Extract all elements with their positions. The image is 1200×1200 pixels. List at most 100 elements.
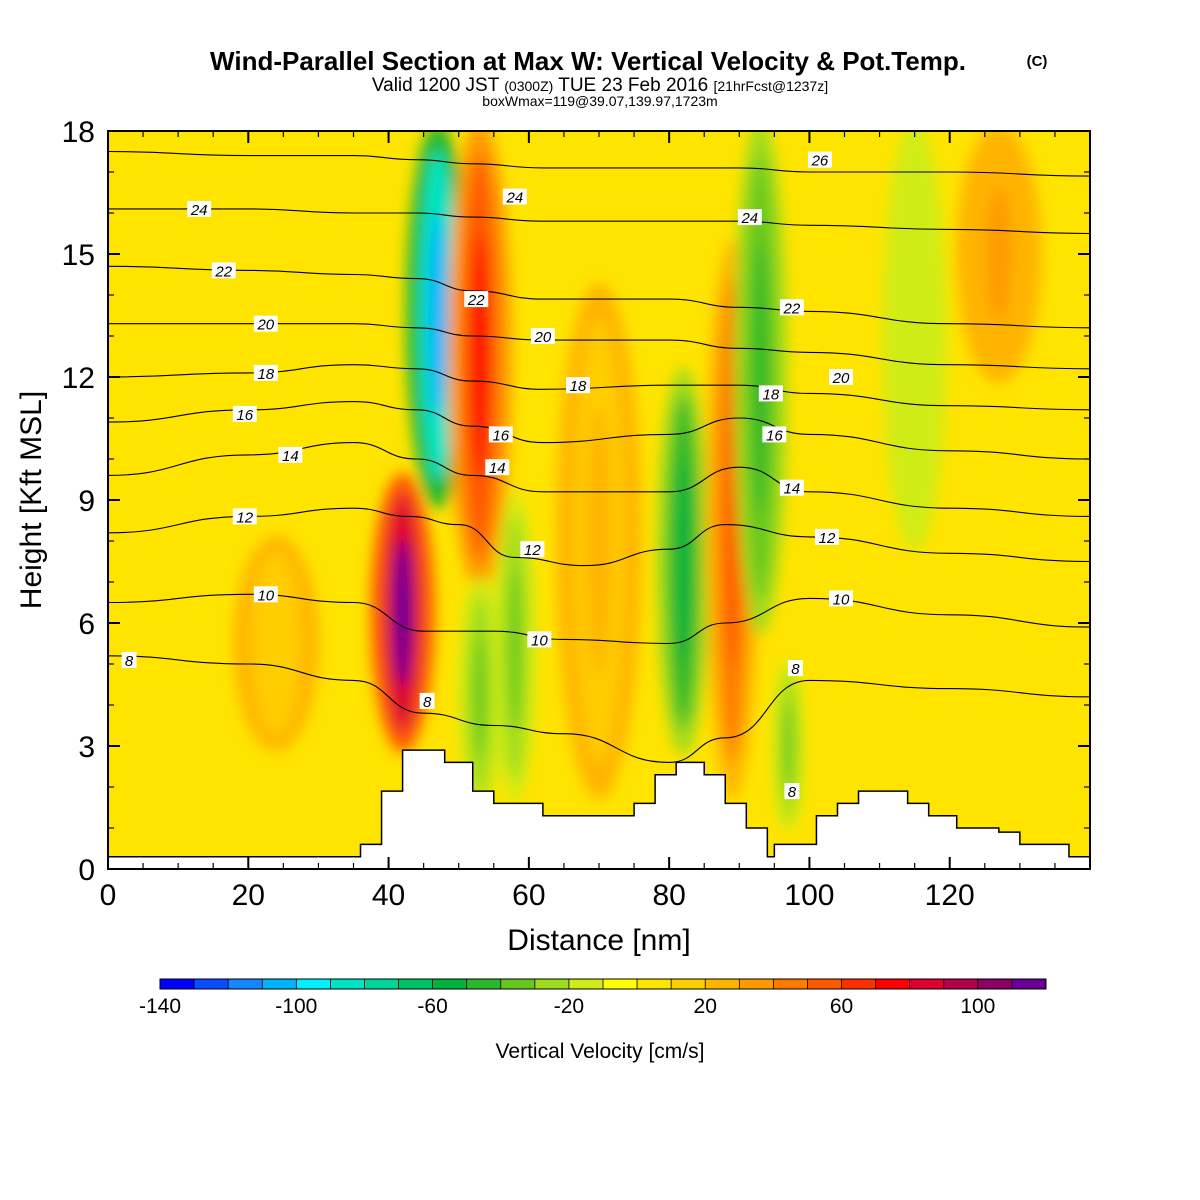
contour-label: 12 <box>232 508 257 526</box>
contour-label-bg <box>232 508 257 525</box>
isentrope-24 <box>108 208 1090 235</box>
contour-label-bg <box>530 328 555 344</box>
contour-label-text: 12 <box>819 530 836 547</box>
terrain-step-16 <box>774 844 796 869</box>
contour-label-bg <box>520 541 545 558</box>
contour-label-text: 20 <box>832 370 850 387</box>
colorbar: -140 -100 -60 -20 20 60 100 <box>139 978 1047 1018</box>
terrain-step-22 <box>928 815 958 869</box>
contour-label: 18 <box>565 377 590 395</box>
colorbar-swatch <box>875 979 911 989</box>
colorbar-swatch <box>466 979 502 989</box>
contour-label-bg <box>565 377 590 394</box>
contour-label-bg <box>278 446 303 463</box>
contour-label: 12 <box>520 541 545 559</box>
terrain-step-6 <box>493 803 516 869</box>
contour-label: 14 <box>485 459 510 477</box>
colorbar-swatch <box>807 979 843 989</box>
contour-label-bg <box>464 291 489 308</box>
colorbar-swatch <box>603 979 638 989</box>
y-tick-label: 9 <box>78 485 95 518</box>
contour-label-bg <box>762 426 787 443</box>
x-tick-label: 20 <box>232 879 265 912</box>
colorbar-swatch <box>500 979 536 989</box>
colorbar-swatch <box>330 979 365 989</box>
y-tick-label: 3 <box>78 731 95 764</box>
colorbar-swatch <box>534 979 570 989</box>
terrain-step-14 <box>746 828 768 869</box>
colorbar-tick-label: -100 <box>275 995 317 1018</box>
terrain <box>108 749 1090 869</box>
isentrope-20 <box>108 323 1090 370</box>
chart-title-block: Wind-Parallel Section at Max W: Vertical… <box>210 46 1047 109</box>
contour-label-bg <box>758 385 783 402</box>
contour-label: 12 <box>814 528 839 547</box>
contour-label-text: 20 <box>534 329 552 346</box>
isentrope-16 <box>108 401 1090 460</box>
colorbar-swatch <box>432 979 468 989</box>
contour-label: 14 <box>278 446 303 465</box>
contour-label: 8 <box>784 783 800 801</box>
colorbar-swatch <box>228 979 263 989</box>
colorbar-swatch <box>943 979 979 989</box>
velocity-core-0 <box>393 539 412 687</box>
contour-label-text: 18 <box>257 366 274 383</box>
x-tick-label: 60 <box>512 879 545 912</box>
terrain-step-12 <box>704 774 726 869</box>
contour-label: 10 <box>828 590 853 608</box>
terrain-step-3 <box>402 750 446 869</box>
colorbar-swatch <box>671 979 706 989</box>
contour-label: 16 <box>488 426 513 444</box>
contour-label-text: 16 <box>236 407 253 424</box>
velocity-core-12 <box>986 186 1012 322</box>
contour-label: 20 <box>253 315 278 334</box>
terrain-step-10 <box>655 774 677 869</box>
contour-label: 14 <box>779 479 804 498</box>
colorbar-swatch <box>739 979 774 989</box>
contour-label: 20 <box>530 328 555 346</box>
contour-label: 16 <box>762 426 787 444</box>
y-tick-label: 18 <box>62 116 95 149</box>
colorbar-swatch <box>296 979 331 989</box>
contour-label-bg <box>828 590 853 607</box>
contour-label-text: 12 <box>524 542 541 559</box>
terrain-step-8 <box>542 815 635 869</box>
axes: 0 20 40 60 80 100 120 0 3 6 9 12 15 18 <box>62 116 1090 912</box>
terrain-step-4 <box>444 762 474 869</box>
x-tick-label: 120 <box>925 879 975 912</box>
isentrope-22 <box>108 265 1090 329</box>
colorbar-tick-label: -20 <box>554 995 584 1018</box>
contour-label-bg <box>828 369 853 385</box>
contour-label-text: 8 <box>125 653 134 670</box>
y-axis-label: Height [Kft MSL] <box>15 391 48 609</box>
x-tick-label: 80 <box>652 879 685 912</box>
contour-label-text: 14 <box>784 481 801 498</box>
velocity-core-11 <box>263 587 289 700</box>
terrain-step-23 <box>956 828 1000 869</box>
velocity-core-4 <box>473 632 486 757</box>
contour-label: 22 <box>779 299 804 317</box>
terrain-step-2 <box>381 791 404 869</box>
contour-label-bg <box>502 188 527 205</box>
contour-label-text: 16 <box>492 427 509 444</box>
velocity-core-1 <box>428 214 447 417</box>
contour-label: 8 <box>419 692 435 711</box>
contour-label-text: 24 <box>190 202 208 219</box>
contour-label-bg <box>121 651 137 668</box>
contour-label-bg <box>187 200 212 217</box>
terrain-step-13 <box>725 803 747 869</box>
colorbar-swatch <box>364 979 400 989</box>
isentrope-10 <box>108 593 1090 645</box>
contour-label-bg <box>211 262 236 279</box>
contour-label-text: 10 <box>257 587 274 604</box>
terrain-step-18 <box>816 815 839 869</box>
velocity-core-10 <box>586 405 612 677</box>
contour-label-text: 16 <box>766 427 783 444</box>
contour-label-bg <box>779 479 804 496</box>
x-tick-label: 40 <box>372 879 405 912</box>
colorbar-swatch <box>705 979 740 989</box>
colorbar-swatch <box>773 979 808 989</box>
colorbar-swatch <box>909 979 945 989</box>
contour-label: 20 <box>828 369 853 387</box>
